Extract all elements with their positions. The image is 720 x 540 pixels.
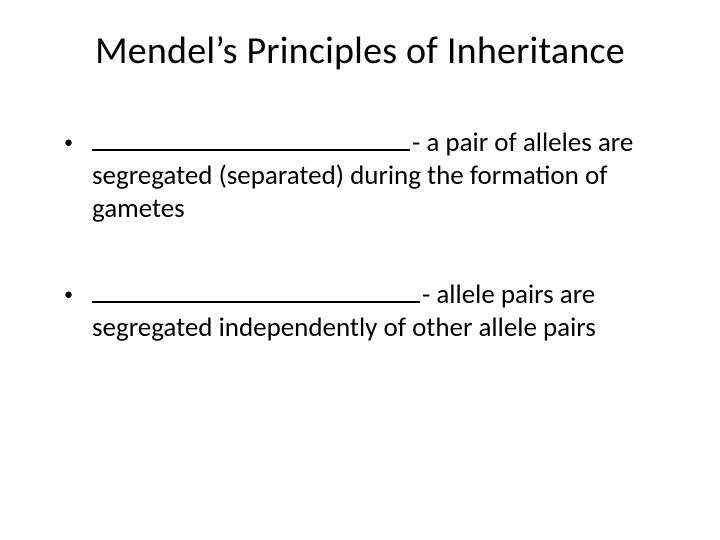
- list-item: • - a pair of alleles are segregated (se…: [64, 124, 660, 226]
- bullet-icon: •: [64, 124, 92, 160]
- bullet-text: - allele pairs are segregated independen…: [92, 276, 660, 345]
- slide: Mendel’s Principles of Inheritance • - a…: [0, 0, 720, 540]
- page-title: Mendel’s Principles of Inheritance: [40, 28, 680, 74]
- bullet-text: - a pair of alleles are segregated (sepa…: [92, 124, 660, 226]
- bullet-list: • - a pair of alleles are segregated (se…: [40, 124, 680, 345]
- bullet-icon: •: [64, 276, 92, 312]
- fill-in-blank: [92, 276, 420, 303]
- list-item: • - allele pairs are segregated independ…: [64, 276, 660, 345]
- fill-in-blank: [92, 124, 410, 151]
